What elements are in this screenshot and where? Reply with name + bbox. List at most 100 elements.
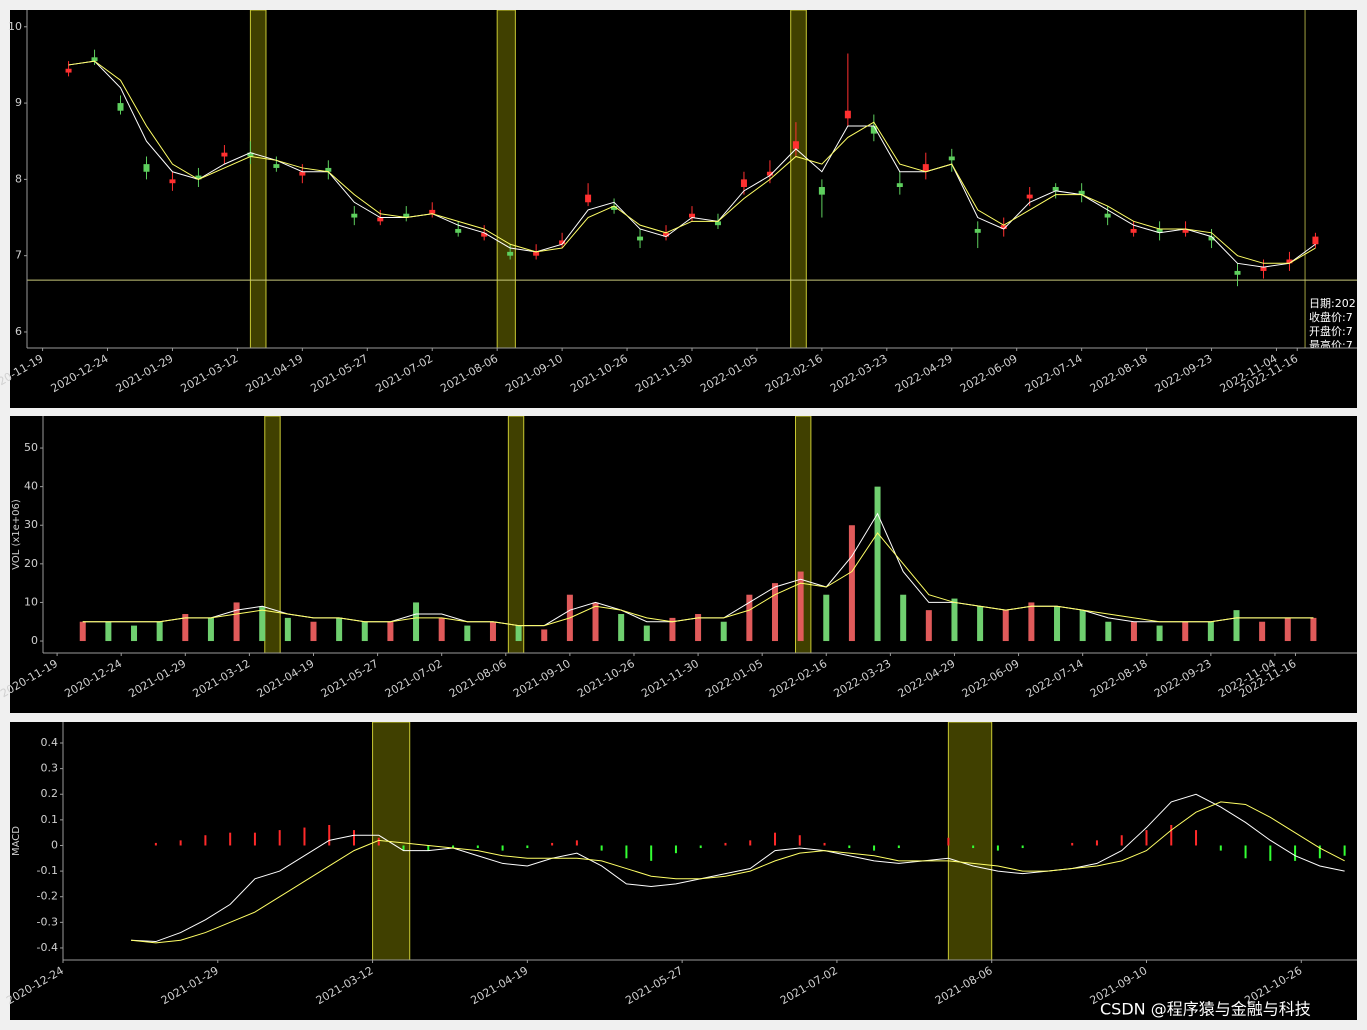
candle-body xyxy=(533,251,540,256)
candle-body xyxy=(1052,187,1059,191)
volume-bar xyxy=(336,617,343,642)
series-line xyxy=(82,532,1314,627)
candle-body xyxy=(91,57,98,62)
candle-body xyxy=(299,171,306,176)
macd-bar xyxy=(1244,845,1247,859)
macd-bar xyxy=(377,837,380,846)
macd-bar xyxy=(600,845,603,851)
macd-bar xyxy=(501,845,504,851)
macd-bar xyxy=(1343,845,1346,856)
volume-bar xyxy=(1079,610,1086,642)
volume-bar xyxy=(464,625,471,642)
cursor-info: 日期:202 xyxy=(1309,297,1356,310)
macd-bar xyxy=(1195,830,1198,846)
macd-bar xyxy=(1145,830,1148,846)
highlight-band xyxy=(249,10,267,348)
macd-bar xyxy=(947,837,950,846)
macd-bar xyxy=(154,842,157,846)
volume-bar xyxy=(618,614,625,642)
macd-bar xyxy=(551,842,554,846)
volume-bar xyxy=(669,617,676,642)
volume-bar xyxy=(874,486,881,642)
candle-body xyxy=(1234,270,1241,275)
watermark: CSDN @程序猿与金融与科技 xyxy=(1100,1000,1311,1019)
y-tick-label: 50 xyxy=(24,441,38,454)
macd-bar xyxy=(427,845,430,851)
candle-body xyxy=(740,179,747,188)
candle-body xyxy=(689,213,695,218)
macd-bar xyxy=(625,845,628,859)
candle-body xyxy=(429,209,436,214)
volume-bar xyxy=(489,621,496,642)
volume-bar xyxy=(1054,606,1061,642)
candle-body xyxy=(221,152,228,157)
macd-bar xyxy=(476,845,479,849)
candle-body xyxy=(714,221,721,226)
candle-body xyxy=(844,110,851,119)
candle-body xyxy=(65,68,72,73)
y-tick-label: 10 xyxy=(8,20,22,33)
macd-bar xyxy=(352,830,355,846)
macd-bar xyxy=(724,842,727,846)
y-axis-label: VOL (x1e+06) xyxy=(11,499,22,570)
macd-bar xyxy=(674,845,677,854)
candle-body xyxy=(663,232,670,237)
highlight-band xyxy=(507,416,525,653)
candle-body xyxy=(507,251,514,256)
candle-body xyxy=(403,213,410,218)
cursor-info: 最高价:7 xyxy=(1309,338,1353,352)
candle-body xyxy=(117,103,124,111)
candle-body xyxy=(974,228,981,233)
volume-bar xyxy=(79,621,86,642)
macd-bar xyxy=(253,832,256,846)
volume-bar xyxy=(156,621,163,642)
candle-body xyxy=(273,164,280,168)
highlight-band xyxy=(496,10,516,348)
candle-body xyxy=(1312,236,1319,245)
candle-body xyxy=(948,156,955,161)
y-tick-label: -0.1 xyxy=(37,864,58,877)
macd-bar xyxy=(204,835,207,846)
macd-bar xyxy=(1170,824,1173,846)
volume-bar xyxy=(541,629,548,642)
macd-bar xyxy=(1120,835,1123,846)
volume-bar xyxy=(1207,621,1214,642)
macd-bar xyxy=(749,840,752,846)
y-tick-label: 6 xyxy=(15,325,22,338)
candle-body xyxy=(455,228,462,233)
macd-bar xyxy=(823,842,826,846)
y-tick-label: 0.3 xyxy=(41,762,59,775)
volume-bar xyxy=(695,614,702,642)
volume-bar xyxy=(848,525,855,642)
volume-bar xyxy=(797,571,804,642)
volume-bar xyxy=(1156,625,1163,642)
y-tick-label: 0.1 xyxy=(41,813,59,826)
candle-body xyxy=(766,171,773,176)
candle-body xyxy=(1260,267,1267,271)
cursor-info: 收盘价:7 xyxy=(1309,310,1353,324)
candle-body xyxy=(559,240,566,245)
volume-bar xyxy=(361,621,368,642)
macd-bar xyxy=(303,827,306,846)
y-tick-label: 0.2 xyxy=(41,787,59,800)
y-tick-label: 8 xyxy=(15,172,22,185)
highlight-band xyxy=(947,722,993,960)
candle-body xyxy=(169,179,176,184)
volume-bar xyxy=(1284,617,1291,642)
volume-bar xyxy=(951,598,958,642)
macd-bar xyxy=(1095,840,1098,846)
y-tick-label: 30 xyxy=(24,518,38,531)
macd-bar xyxy=(996,845,999,851)
y-tick-label: -0.4 xyxy=(37,941,58,954)
volume-bar xyxy=(207,617,214,642)
candle-body xyxy=(1286,259,1293,264)
plot-area xyxy=(79,416,1317,653)
volume-bar xyxy=(1310,617,1317,642)
volume-bar xyxy=(1105,621,1112,642)
volume-bar xyxy=(1130,621,1137,642)
volume-bar xyxy=(823,594,830,642)
macd-bar xyxy=(328,824,331,846)
macd-bar xyxy=(798,835,801,846)
volume-bar xyxy=(977,606,984,642)
volume-bar xyxy=(720,621,727,642)
